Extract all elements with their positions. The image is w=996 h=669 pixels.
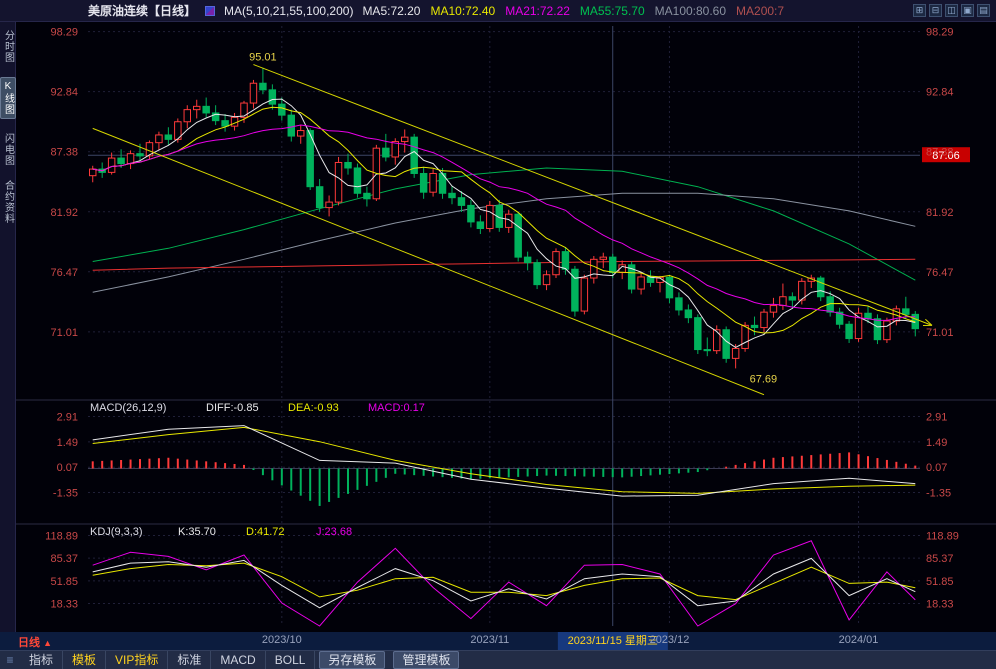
- toolbar-item[interactable]: 另存模板: [319, 651, 386, 669]
- svg-text:76.47: 76.47: [926, 267, 954, 279]
- layout-split-horizontal-icon[interactable]: ⊟: [929, 4, 942, 17]
- svg-text:81.92: 81.92: [926, 207, 954, 219]
- layout-single-icon[interactable]: ▣: [961, 4, 974, 17]
- ma-value-label: MA55:75.70: [579, 3, 645, 18]
- x-axis-label: 2023/12: [649, 634, 690, 646]
- svg-text:98.29: 98.29: [50, 27, 78, 39]
- svg-text:85.37: 85.37: [926, 553, 954, 565]
- svg-text:D:41.72: D:41.72: [246, 526, 285, 538]
- svg-text:87.06: 87.06: [932, 150, 960, 162]
- ma-value-label: MA100:80.60: [654, 3, 727, 18]
- svg-text:76.47: 76.47: [50, 267, 78, 279]
- svg-text:1.49: 1.49: [57, 437, 78, 449]
- svg-text:71.01: 71.01: [50, 327, 78, 339]
- toolbar-item[interactable]: MACD: [211, 651, 266, 669]
- period-selector[interactable]: 日线 ▲: [18, 634, 52, 650]
- layout-grid-icon[interactable]: ⊞: [913, 4, 926, 17]
- svg-text:0.07: 0.07: [926, 462, 947, 474]
- svg-text:118.89: 118.89: [45, 531, 78, 543]
- ma-value-label: MA10:72.40: [430, 3, 496, 18]
- toolbar-item[interactable]: 模板: [63, 651, 107, 669]
- svg-text:87.38: 87.38: [926, 147, 954, 159]
- chart-area[interactable]: 95.01 67.69 87.06 98.29 98.29 92.84 92.84 87.38…: [16, 22, 996, 632]
- svg-text:DIFF:-0.85: DIFF:-0.85: [206, 402, 259, 414]
- svg-text:18.33: 18.33: [926, 598, 954, 610]
- layout-rows-icon[interactable]: ▤: [977, 4, 990, 17]
- x-axis-label: 2023/10: [261, 634, 302, 646]
- svg-text:92.84: 92.84: [50, 87, 78, 99]
- chart-header: 美原油连续【日线】 MA(5,10,21,55,100,200) MA5:72.…: [0, 0, 996, 22]
- svg-text:-1.35: -1.35: [926, 488, 951, 500]
- toolbar-item[interactable]: 标准: [168, 651, 212, 669]
- svg-text:81.92: 81.92: [50, 207, 78, 219]
- bottom-toolbar: ≡ 指标 模板 VIP指标 标准 MACD BOLL 另存模板 管理模板: [0, 650, 996, 669]
- svg-text:85.37: 85.37: [50, 553, 78, 565]
- svg-text:98.29: 98.29: [926, 27, 954, 39]
- ma-settings-label: MA(5,10,21,55,100,200): [224, 3, 354, 18]
- ma-values: MA5:72.20 MA10:72.40 MA21:72.22 MA55:75.70 M…: [362, 4, 784, 18]
- ma-indicator-icon: [205, 5, 216, 16]
- svg-text:0.07: 0.07: [57, 462, 78, 474]
- sidebar-tab-kline-chart[interactable]: K线图: [0, 77, 16, 119]
- svg-text:MACD:0.17: MACD:0.17: [368, 402, 425, 414]
- svg-text:67.69: 67.69: [750, 373, 778, 385]
- crosshair-date-badge: 2023/11/15 星期三: [557, 632, 668, 650]
- toolbar-item[interactable]: 管理模板: [393, 651, 460, 669]
- toolbar-item[interactable]: VIP指标: [106, 651, 169, 669]
- menu-icon[interactable]: ≡: [6, 653, 14, 667]
- svg-text:87.38: 87.38: [50, 147, 78, 159]
- chart-type-sidebar: 分时图 K线图闪电图合约资料: [0, 22, 16, 632]
- ma-value-label: MA21:72.22: [505, 3, 570, 18]
- window-layout-icons: ⊞ ⊟ ◫ ▣ ▤: [913, 4, 996, 17]
- price-marker-badge: [922, 147, 970, 163]
- svg-text:71.01: 71.01: [926, 327, 954, 339]
- sidebar-tab-flash-chart[interactable]: 闪电图: [2, 133, 14, 166]
- svg-text:92.84: 92.84: [926, 87, 954, 99]
- svg-text:118.89: 118.89: [926, 531, 959, 543]
- svg-text:2.91: 2.91: [57, 412, 78, 424]
- svg-text:51.85: 51.85: [50, 576, 78, 588]
- toolbar-item[interactable]: 指标: [20, 651, 64, 669]
- svg-text:KDJ(9,3,3): KDJ(9,3,3): [90, 526, 143, 538]
- ma-value-label: MA200:7: [736, 3, 785, 18]
- svg-text:2.91: 2.91: [926, 412, 947, 424]
- svg-text:DEA:-0.93: DEA:-0.93: [288, 402, 339, 414]
- svg-text:J:23.68: J:23.68: [316, 526, 352, 538]
- time-axis: 日线 ▲ 2023/11/15 星期三 2023/10 2023/11 2023/1…: [0, 632, 996, 650]
- main-chart-svg[interactable]: 95.01 67.69 87.06 98.29 98.29 92.84 92.84 87.38…: [16, 22, 996, 632]
- svg-text:MACD(26,12,9): MACD(26,12,9): [90, 402, 166, 414]
- period-label: 日线: [18, 637, 40, 649]
- svg-text:18.33: 18.33: [50, 598, 78, 610]
- svg-text:1.49: 1.49: [926, 437, 947, 449]
- svg-text:51.85: 51.85: [926, 576, 954, 588]
- svg-text:95.01: 95.01: [249, 52, 277, 64]
- period-arrow-icon: ▲: [43, 638, 52, 648]
- toolbar-item[interactable]: BOLL: [266, 651, 316, 669]
- x-axis-label: 2023/11: [470, 634, 510, 646]
- layout-split-vertical-icon[interactable]: ◫: [945, 4, 958, 17]
- ma-value-label: MA5:72.20: [362, 3, 421, 18]
- sidebar-tab-time-chart[interactable]: 分时图: [2, 30, 14, 63]
- x-axis-label: 2024/01: [838, 634, 879, 646]
- sidebar-tab-contract-info[interactable]: 合约资料: [2, 180, 14, 224]
- svg-text:K:35.70: K:35.70: [178, 526, 216, 538]
- instrument-title: 美原油连续【日线】: [88, 4, 197, 18]
- svg-text:-1.35: -1.35: [53, 488, 78, 500]
